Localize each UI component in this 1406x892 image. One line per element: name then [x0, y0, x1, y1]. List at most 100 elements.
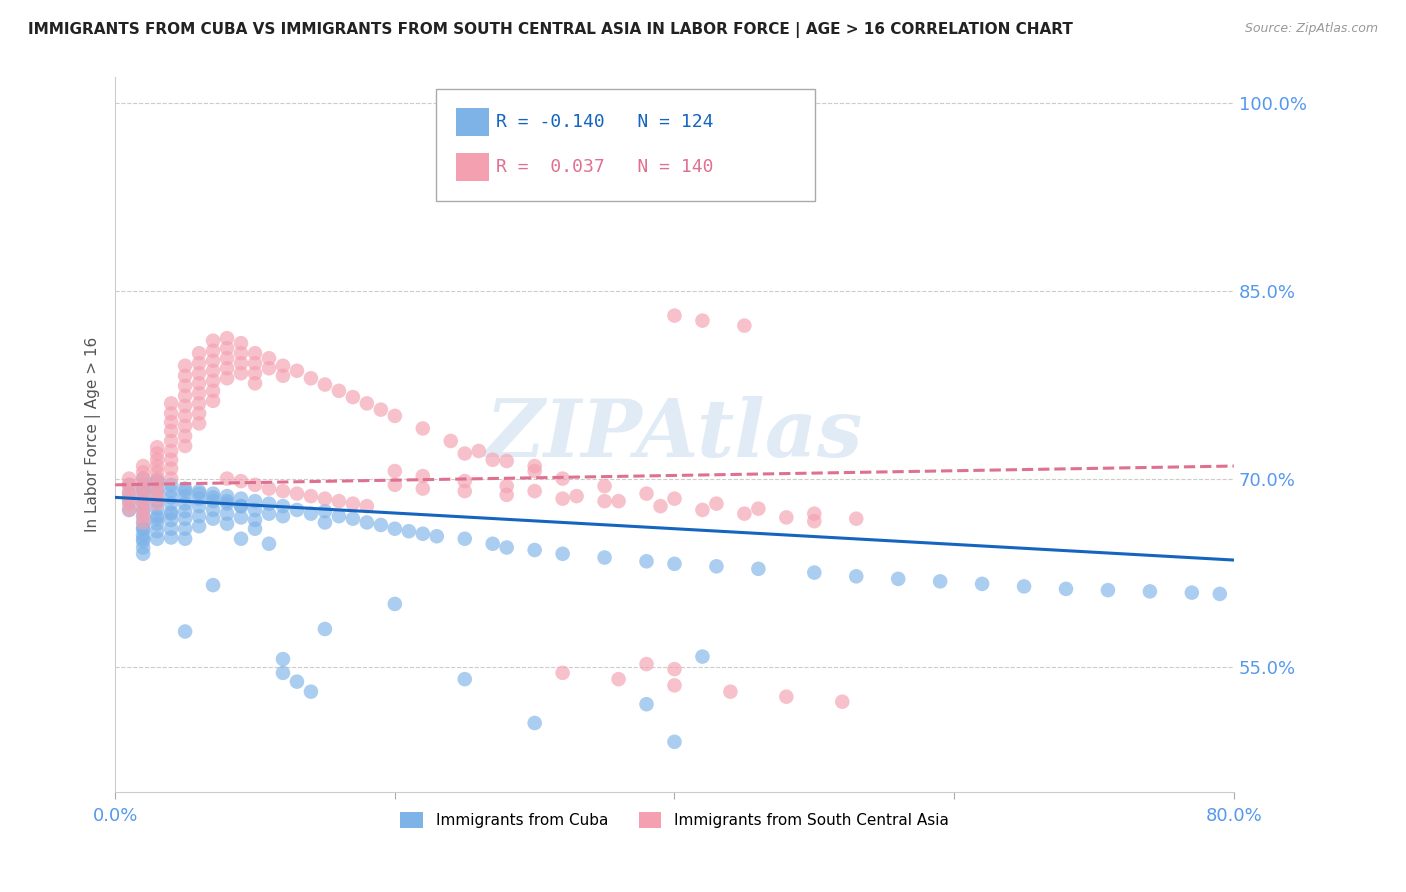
Point — [229, 366, 252, 380]
Point — [132, 532, 155, 546]
Point — [257, 482, 280, 496]
Point — [160, 434, 183, 448]
Point — [803, 507, 825, 521]
Point — [299, 371, 322, 385]
Point — [202, 578, 225, 592]
Point — [215, 351, 238, 366]
Point — [747, 562, 769, 576]
Point — [174, 482, 197, 496]
Point — [551, 472, 574, 486]
Point — [551, 547, 574, 561]
Point — [215, 472, 238, 486]
Point — [845, 569, 868, 583]
Point — [664, 662, 686, 676]
Point — [887, 572, 910, 586]
Point — [328, 494, 350, 508]
Point — [188, 519, 211, 533]
Point — [523, 543, 546, 558]
Text: Source: ZipAtlas.com: Source: ZipAtlas.com — [1244, 22, 1378, 36]
Point — [146, 486, 169, 500]
Point — [593, 479, 616, 493]
Point — [202, 353, 225, 368]
Point — [146, 465, 169, 479]
Text: R = -0.140   N = 124: R = -0.140 N = 124 — [496, 113, 714, 131]
Point — [132, 491, 155, 505]
Point — [243, 494, 266, 508]
Point — [243, 366, 266, 380]
Point — [146, 484, 169, 499]
Point — [188, 386, 211, 401]
Point — [1209, 587, 1232, 601]
Point — [454, 532, 477, 546]
Point — [132, 497, 155, 511]
Point — [118, 503, 141, 517]
Point — [146, 446, 169, 460]
Point — [132, 509, 155, 524]
Point — [243, 513, 266, 527]
Point — [160, 452, 183, 467]
Point — [257, 351, 280, 366]
Point — [132, 509, 155, 524]
Point — [229, 336, 252, 351]
Point — [285, 486, 308, 500]
Point — [454, 672, 477, 686]
Point — [188, 491, 211, 506]
Point — [215, 516, 238, 531]
Point — [314, 516, 336, 530]
Point — [160, 505, 183, 519]
Point — [118, 486, 141, 500]
Point — [467, 444, 489, 458]
Point — [412, 421, 434, 435]
Point — [174, 389, 197, 403]
Point — [118, 472, 141, 486]
Point — [188, 499, 211, 513]
Point — [132, 484, 155, 499]
Point — [229, 499, 252, 513]
Point — [664, 491, 686, 506]
Point — [188, 509, 211, 524]
Point — [174, 504, 197, 518]
Point — [775, 510, 797, 524]
Point — [412, 482, 434, 496]
Point — [160, 424, 183, 438]
Point — [384, 409, 406, 423]
Point — [160, 522, 183, 536]
Point — [188, 486, 211, 500]
Point — [146, 494, 169, 508]
Point — [229, 346, 252, 360]
Point — [243, 346, 266, 360]
Point — [523, 484, 546, 499]
Point — [132, 503, 155, 517]
Point — [132, 472, 155, 486]
Point — [454, 484, 477, 499]
Point — [803, 566, 825, 580]
Point — [271, 368, 294, 383]
Point — [146, 482, 169, 496]
Point — [384, 478, 406, 492]
Point — [356, 499, 378, 513]
Point — [426, 529, 449, 543]
Point — [146, 491, 169, 505]
Point — [202, 364, 225, 378]
Point — [174, 624, 197, 639]
Point — [160, 478, 183, 492]
Point — [174, 368, 197, 383]
Point — [174, 489, 197, 503]
Point — [243, 522, 266, 536]
Point — [342, 511, 364, 525]
Point — [1097, 583, 1119, 598]
Point — [174, 439, 197, 453]
Point — [803, 514, 825, 528]
Point — [636, 657, 658, 672]
Point — [132, 516, 155, 530]
Point — [342, 390, 364, 404]
Point — [523, 464, 546, 478]
Point — [314, 491, 336, 506]
Point — [132, 541, 155, 555]
Point — [370, 518, 392, 533]
Point — [146, 458, 169, 473]
Point — [160, 491, 183, 505]
Point — [692, 649, 714, 664]
Point — [384, 597, 406, 611]
Point — [243, 356, 266, 370]
